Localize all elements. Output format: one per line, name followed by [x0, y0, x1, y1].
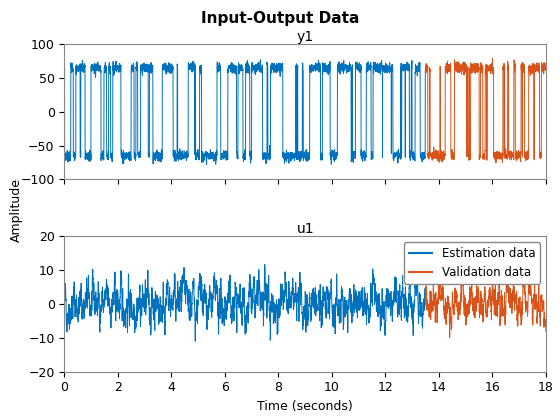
Estimation data [69, 300, 76, 305]
Estimation data [155, 296, 161, 301]
Validation data [454, 296, 460, 301]
Validation data [435, 289, 442, 294]
Validation data [422, 68, 429, 73]
Validation data [435, 152, 442, 158]
Estimation data [203, 162, 210, 167]
Line: Validation data: Validation data [426, 59, 546, 163]
Validation data [446, 335, 453, 340]
Validation data [508, 291, 515, 297]
Text: Input-Output Data: Input-Output Data [201, 10, 359, 26]
Validation data [526, 68, 533, 73]
Validation data [513, 157, 520, 162]
Validation data [508, 154, 515, 159]
Validation data [513, 307, 520, 312]
Estimation data [193, 314, 199, 319]
Title: y1: y1 [297, 30, 314, 44]
Title: u1: u1 [296, 222, 314, 236]
Estimation data [422, 65, 429, 70]
Estimation data [251, 67, 258, 72]
Validation data [526, 278, 533, 283]
Validation data [454, 67, 460, 72]
Estimation data [61, 66, 68, 71]
Estimation data [257, 57, 264, 62]
Estimation data [262, 262, 268, 267]
Line: Validation data: Validation data [426, 262, 546, 338]
Line: Estimation data: Estimation data [64, 264, 426, 341]
Estimation data [305, 320, 311, 325]
Estimation data [155, 153, 161, 158]
Estimation data [69, 66, 76, 71]
Estimation data [193, 150, 199, 155]
Line: Estimation data: Estimation data [64, 60, 426, 165]
Validation data [543, 64, 549, 69]
Validation data [489, 56, 496, 61]
X-axis label: Time (seconds): Time (seconds) [258, 400, 353, 413]
Text: Amplitude: Amplitude [10, 178, 23, 242]
Estimation data [192, 339, 199, 344]
Validation data [459, 260, 466, 265]
Validation data [422, 302, 429, 307]
Validation data [543, 329, 549, 334]
Estimation data [81, 61, 88, 66]
Estimation data [251, 277, 258, 282]
Estimation data [81, 303, 88, 308]
Legend: Estimation data, Validation data: Estimation data, Validation data [404, 242, 540, 284]
Validation data [474, 291, 480, 296]
Estimation data [61, 298, 68, 303]
Validation data [474, 61, 480, 66]
Estimation data [422, 286, 429, 291]
Estimation data [305, 152, 311, 157]
Validation data [493, 160, 500, 165]
